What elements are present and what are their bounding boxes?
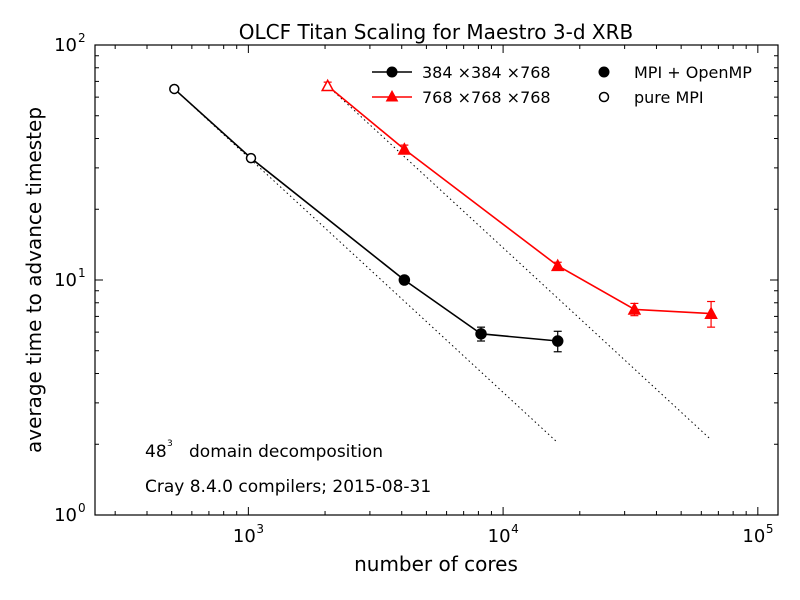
data-point-open [320,78,335,92]
data-point-filled [550,258,565,272]
decomposition-text: domain decomposition [189,442,383,462]
data-point-filled [475,328,487,340]
ideal-scaling-line-series-1 [173,88,559,444]
chart-title: OLCF Titan Scaling for Maestro 3-d XRB [239,20,633,44]
series-2 [320,78,718,328]
decomposition-exponent: 3 [167,439,173,449]
ideal-scaling-layer [173,85,712,444]
legend-label-series-2: 768 ×768 ×768 [422,88,551,107]
legend-label-series-1: 384 ×384 ×768 [422,63,551,82]
y-axis-label: average time to advance timestep [22,107,46,453]
legend-marker-series-2 [385,89,399,102]
y-tick-label-exponent: 2 [78,31,86,45]
data-point-filled [398,274,411,286]
legend-label-mpi-openmp: MPI + OpenMP [634,63,752,82]
data-point-open [169,83,180,95]
x-tick-label-exponent: 3 [256,522,264,536]
x-tick-label-exponent: 5 [766,522,774,536]
legend-marker-open [598,91,610,103]
data-point-open [245,152,257,164]
legend: 384 ×384 ×768 768 ×768 ×768 MPI + OpenMP… [372,63,752,107]
y-tick-label-base: 10 [54,35,77,56]
series-1 [169,83,564,353]
legend-marker-filled [598,66,610,78]
legend-marker-series-1 [386,66,398,78]
legend-entry-pure-mpi: pure MPI [598,88,704,107]
x-axis-label: number of cores [354,552,518,576]
x-axis-ticks: 10 3 10 4 10 5 [114,45,774,547]
x-tick-label-exponent: 4 [511,522,519,536]
annotation-compilers: Cray 8.4.0 compilers; 2015-08-31 [145,477,431,497]
series-layer [169,78,718,353]
y-tick-label-base: 10 [54,505,77,526]
y-tick-label-exponent: 0 [78,501,86,515]
legend-label-pure-mpi: pure MPI [634,88,704,107]
legend-entry-series-1: 384 ×384 ×768 [372,63,551,82]
ideal-scaling-line-series-2 [327,85,712,441]
legend-entry-series-2: 768 ×768 ×768 [372,88,551,107]
legend-entry-mpi-openmp: MPI + OpenMP [598,63,752,82]
x-tick-label-base: 10 [742,526,765,547]
x-tick-label-base: 10 [233,526,256,547]
data-point-filled [627,302,642,315]
decomposition-base: 48 [145,442,167,462]
data-point-filled [397,142,412,155]
y-tick-label-exponent: 1 [78,266,86,280]
data-point-filled [704,306,718,319]
data-point-filled [551,335,564,347]
y-tick-label-base: 10 [54,270,77,291]
annotation-decomposition: 48 3 domain decomposition [145,439,383,462]
x-tick-label-base: 10 [488,526,511,547]
